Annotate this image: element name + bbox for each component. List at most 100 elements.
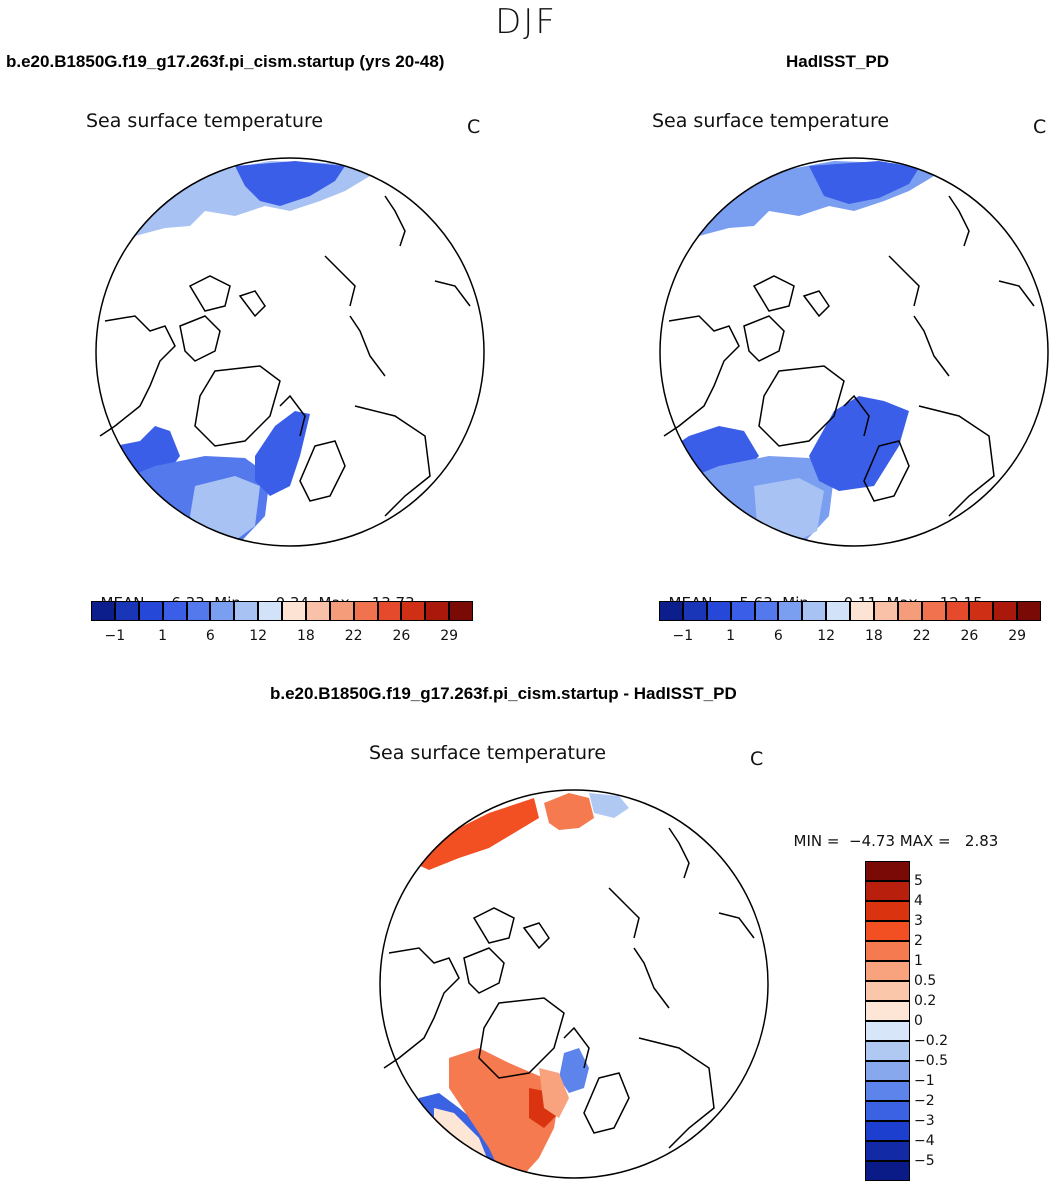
colorbar-swatch [706, 601, 731, 621]
colorbar-swatch [377, 601, 402, 621]
coastline-lines [663, 195, 1035, 517]
units-diff: C [750, 748, 764, 770]
sst-atlantic-warm-obs [754, 478, 824, 546]
colorbar-swatch [865, 1001, 910, 1021]
colorbar-tick-label: 3 [914, 913, 923, 929]
colorbar-ticks-model: −1 1 6 12 18 22 26 29 [91, 628, 473, 646]
colorbar-tick-label: −0.5 [914, 1053, 948, 1069]
map-boundary-circle [95, 157, 485, 547]
colorbar-swatch [865, 1141, 910, 1161]
diff-bering-cool [589, 793, 629, 818]
colorbar-swatch [329, 601, 354, 621]
colorbar-swatch [659, 601, 683, 621]
colorbar-tick-label: 5 [914, 873, 923, 889]
colorbar-tick-label: −1 [104, 628, 126, 644]
colorbar-swatch [969, 601, 994, 621]
colorbar-swatch [850, 601, 874, 621]
colorbar-swatch [353, 601, 378, 621]
colorbar-tick-label: 1 [914, 953, 923, 969]
colorbar-swatch [865, 1161, 910, 1181]
polar-map-obs [659, 157, 1049, 547]
colorbar-swatch [865, 1101, 910, 1121]
season-title: DJF [495, 2, 557, 42]
colorbar-swatch [865, 1021, 910, 1041]
colorbar-swatch [754, 601, 779, 621]
colorbar-tick-label: 22 [344, 628, 363, 644]
colorbar-swatch [865, 1121, 910, 1141]
colorbar-swatch [258, 601, 282, 621]
sst-bering-model [235, 161, 345, 206]
colorbar-tick-label: −3 [914, 1113, 935, 1129]
colorbar-swatch [682, 601, 707, 621]
coastline-lines [383, 827, 755, 1149]
colorbar-ticks-obs: −1 1 6 12 18 22 26 29 [659, 628, 1041, 646]
sst-norwegian-obs [809, 396, 909, 491]
units-obs: C [1033, 116, 1047, 138]
field-title-model: Sea surface temperature [86, 110, 324, 132]
case-title-model: b.e20.B1850G.f19_g17.263f.pi_cism.startu… [6, 52, 445, 71]
sst-atlantic-warm-model [190, 476, 260, 546]
colorbar-tick-label: 26 [392, 628, 411, 644]
max-label: MAX = [899, 832, 951, 850]
units-model: C [467, 116, 481, 138]
colorbar-swatch [865, 901, 910, 921]
colorbar-obs [659, 601, 1041, 621]
colorbar-swatch [865, 941, 910, 961]
colorbar-tick-label: 29 [1008, 628, 1027, 644]
colorbar-tick-label: 0.2 [914, 993, 937, 1009]
colorbar-tick-label: 1 [158, 628, 168, 644]
field-title-obs: Sea surface temperature [652, 110, 890, 132]
colorbar-swatch [865, 881, 910, 901]
colorbar-swatch [865, 1061, 910, 1081]
colorbar-swatch [114, 601, 139, 621]
colorbar-swatch [897, 601, 922, 621]
colorbar-tick-label: 6 [205, 628, 215, 644]
colorbar-tick-label: −4 [914, 1133, 935, 1149]
diff-bering-warm [544, 793, 594, 830]
colorbar-swatch [449, 601, 473, 621]
colorbar-swatch [865, 961, 910, 981]
sst-norwegian-model [255, 411, 310, 496]
colorbar-swatch [802, 601, 827, 621]
colorbar-tick-label: 1 [726, 628, 736, 644]
colorbar-swatch [921, 601, 946, 621]
colorbar-tick-label: −5 [914, 1153, 935, 1169]
colorbar-swatch [826, 601, 850, 621]
colorbar-tick-label: 26 [960, 628, 979, 644]
colorbar-tick-label: 2 [914, 933, 923, 949]
max-value: 2.83 [964, 832, 999, 850]
colorbar-tick-label: 18 [864, 628, 883, 644]
colorbar-tick-label: 22 [912, 628, 931, 644]
field-title-diff: Sea surface temperature [369, 742, 607, 764]
colorbar-tick-label: 0 [914, 1013, 923, 1029]
colorbar-swatch [305, 601, 330, 621]
colorbar-swatch [945, 601, 970, 621]
min-value: −4.73 [849, 832, 895, 850]
diff-atlantic [449, 1048, 559, 1178]
colorbar-swatch [210, 601, 235, 621]
colorbar-tick-label: 0.5 [914, 973, 937, 989]
map-boundary-circle [379, 789, 769, 1179]
min-label: MIN = [793, 832, 840, 850]
diff-pacific [414, 798, 539, 870]
colorbar-model [91, 601, 473, 621]
colorbar-swatch [778, 601, 803, 621]
colorbar-tick-label: −1 [672, 628, 694, 644]
colorbar-tick-label: −1 [914, 1073, 935, 1089]
colorbar-swatch [993, 601, 1018, 621]
diff-norwegian [539, 1068, 569, 1118]
stats-diff: MIN = −4.73 MAX = 2.83 [784, 814, 999, 850]
diff-greenland-sea [559, 1048, 589, 1093]
colorbar-tick-label: 6 [773, 628, 783, 644]
colorbar-swatch [425, 601, 450, 621]
colorbar-tick-label: 18 [296, 628, 315, 644]
colorbar-tick-label: −0.2 [914, 1033, 948, 1049]
colorbar-swatch [162, 601, 187, 621]
colorbar-swatch [865, 921, 910, 941]
colorbar-tick-label: 12 [817, 628, 836, 644]
colorbar-swatch [401, 601, 426, 621]
polar-map-diff [379, 789, 769, 1179]
polar-map-model [95, 157, 485, 547]
colorbar-swatch [282, 601, 306, 621]
colorbar-swatch [865, 1081, 910, 1101]
